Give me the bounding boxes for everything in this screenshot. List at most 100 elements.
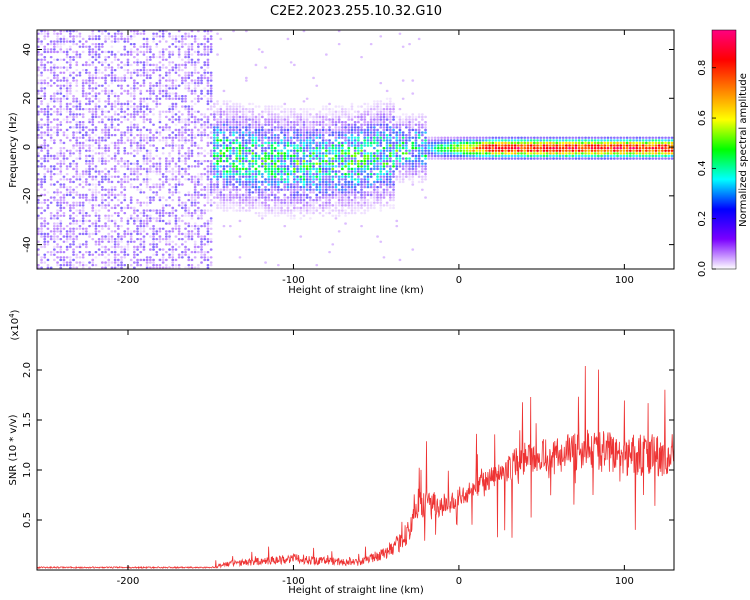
spectrogram-cell [405,115,408,119]
spectrogram-cell [101,131,104,134]
spectrogram-cell [328,141,331,145]
spectrogram-cell [161,206,165,210]
spectrogram-cell [385,162,389,165]
spectrogram-cell [104,144,107,147]
spectrogram-cell [158,160,162,163]
spectrogram-cell [251,201,255,204]
spectrogram-cell [43,225,47,228]
spectrogram-cell [379,196,383,199]
spectrogram-cell [145,178,149,181]
spectrogram-cell [97,160,101,163]
spectrogram-cell [235,178,239,181]
spectrogram-cell [254,180,258,184]
spectrogram-cell [120,134,123,137]
spectrogram-cell [152,238,155,241]
spectrogram-cell [177,266,181,269]
spectrogram-cell [241,108,245,111]
spectrogram-cell [165,58,168,61]
spectrogram-cell [206,48,210,51]
spectrogram-cell [264,191,267,194]
spectrogram-cell [136,108,139,111]
spectrogram-cell [168,97,171,100]
spectrogram-cell [248,139,251,142]
spectrogram-cell [312,115,315,119]
spectrogram-cell [46,102,50,106]
spectrogram-cell [328,121,331,124]
spectrogram-cell [405,173,408,176]
spectrogram-cell [174,227,178,230]
spectrogram-cell [75,50,79,54]
spectrogram-cell [203,251,207,254]
spectrogram-cell [286,154,290,158]
spectrogram-cell [293,141,296,145]
spectrogram-cell [145,258,149,262]
spectrogram-cell [94,102,98,106]
spectrogram-cell [203,63,207,67]
spectrogram-cell [190,165,194,168]
spectrogram-cell [302,201,306,204]
spectrogram-cell [347,180,351,184]
spectrogram-cell [305,175,309,178]
spectrogram-cell [142,105,146,108]
spectrogram-cell [229,206,232,210]
spectrogram-cell [379,144,383,147]
spectrogram-cell [155,35,159,38]
spectrogram-cell [232,139,235,142]
spectrogram-cell [379,152,383,155]
spectrogram-cell [145,264,149,267]
spectrogram-cell [72,43,75,46]
spectrogram-cell [174,136,178,139]
spectrogram-cell [94,183,98,186]
spectrogram-cell [142,32,146,35]
spectrogram-cell [277,212,280,215]
spectrogram-cell [37,152,40,155]
spectrogram-cell [155,251,159,254]
spectrogram-cell [357,160,360,163]
spectrogram-cell [168,110,171,113]
spectrogram-cell [264,128,267,132]
spectrogram-cell [187,264,191,267]
spectrogram-cell [168,212,171,215]
spectrogram-cell [376,152,379,155]
spectrogram-cell [129,131,133,134]
spectrogram-cell [155,149,159,152]
spectrogram-cell [270,170,274,173]
spectrogram-cell [225,157,229,160]
spectrogram-cell [267,141,271,145]
spectrogram-cell [363,154,367,158]
spectrogram-cell [385,115,389,119]
spectrogram-cell [360,131,363,134]
spectrogram-cell [181,183,184,186]
spectrogram-cell [113,167,117,171]
spectrogram-cell [366,180,370,184]
spectrogram-cell [49,266,53,269]
spectrogram-cell [299,209,303,212]
spectrogram-cell [113,105,117,108]
spectrogram-cell [190,144,194,147]
spectrogram-cell [331,204,335,207]
spectrogram-cell [286,144,290,147]
spectrogram-cell [401,167,405,171]
spectrogram-cell [232,160,235,163]
spectrogram-cell [97,139,101,142]
spectrogram-cell [184,160,187,163]
spectrogram-cell [49,238,53,241]
spectrogram-cell [72,222,75,225]
spectrogram-cell [187,89,191,93]
spectrogram-cell [376,105,379,108]
spectrogram-cell [177,63,181,67]
spectrogram-cell [257,204,261,207]
spectrogram-cell [46,154,50,158]
spectrogram-cell [91,253,95,256]
spectrogram-cell [56,37,59,41]
spectrogram-cell [65,264,69,267]
spectrogram-cell [88,199,91,202]
spectrogram-cell [152,253,155,256]
spectrogram-cell [85,144,88,147]
spectrogram-cell [232,204,235,207]
spectrogram-cell [149,139,152,142]
spectrogram-cell [373,136,376,139]
spectrogram-cell [209,178,213,181]
spectrogram-cell [334,193,338,197]
spectrogram-cell [46,152,50,155]
